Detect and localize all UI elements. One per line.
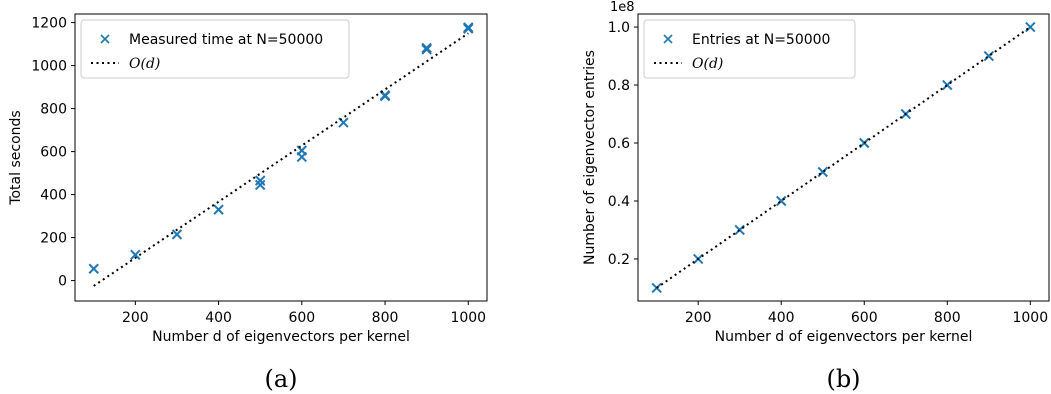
legend-label-part: (d) [140, 56, 160, 72]
data-point [171, 229, 183, 240]
data-point [254, 175, 266, 186]
x-axis-label: Number d of eigenvectors per kernel [715, 329, 973, 345]
data-point [776, 195, 787, 207]
marker-stroke [463, 22, 474, 33]
data-point [421, 44, 432, 55]
x-tick-label: 200 [685, 310, 712, 326]
y-tick-label: 800 [40, 102, 67, 118]
x-tick-label: 1000 [450, 310, 486, 326]
plot-frame [637, 13, 1050, 302]
data-point [213, 204, 224, 215]
plot-frame [74, 13, 488, 302]
series-1-line [656, 26, 1031, 289]
marker-stroke [983, 50, 995, 62]
y-tick-label: 0.8 [608, 78, 630, 94]
marker-stroke [379, 90, 391, 101]
y-tick-label: 1200 [31, 16, 67, 32]
y-tick-label: 200 [40, 231, 67, 247]
x-tick-label: 1000 [1012, 310, 1048, 326]
marker-stroke [338, 117, 349, 128]
y-tick-label: 0.6 [608, 136, 630, 152]
y-tick-label: 1000 [31, 59, 67, 75]
y-tick-label: 1.0 [608, 20, 630, 36]
legend-label: O(d) [692, 56, 723, 72]
data-point [421, 42, 432, 54]
marker-stroke [213, 204, 224, 215]
legend-box [643, 19, 856, 79]
y-tick-label: 400 [40, 188, 67, 204]
legend-marker-swatch [663, 34, 673, 44]
data-point [983, 50, 995, 62]
data-point [463, 22, 474, 33]
marker-stroke [130, 249, 141, 260]
x-tick-label: 400 [205, 310, 232, 326]
y-axis-label: Number of eigenvector entries [582, 50, 598, 265]
y-tick-label: 0.4 [608, 194, 630, 210]
panel-caption: (a) [264, 365, 297, 393]
legend-label: O(d) [129, 56, 160, 72]
marker-stroke [421, 44, 432, 55]
data-point [296, 145, 308, 156]
x-tick-label: 600 [288, 310, 315, 326]
marker-stroke [421, 42, 432, 54]
x-tick-label: 800 [372, 310, 399, 326]
x-tick-label: 200 [122, 310, 149, 326]
x-tick-label: 800 [934, 310, 961, 326]
legend-label: Entries at N=50000 [692, 32, 830, 48]
y-tick-label: 0.2 [608, 252, 630, 268]
legend-label-part: (d) [703, 56, 723, 72]
legend-box [80, 19, 350, 79]
data-point [88, 263, 99, 274]
chart-a: 200 400 600 800 1000 0 200 400 600 800 1000 1200 Num… [8, 13, 488, 393]
marker-stroke [254, 179, 266, 191]
marker-stroke [88, 263, 99, 274]
x-tick-label: 600 [851, 310, 878, 326]
x-tick-label: 400 [768, 310, 795, 326]
chart-b: 200 400 600 800 1000 0.2 0.4 0.6 0.8 1.0 1e8 Number… [582, 0, 1050, 393]
legend-label-part: O [692, 56, 704, 72]
y-offset-text: 1e8 [610, 0, 635, 15]
legend-label-part: O [129, 56, 141, 72]
panel-caption: (b) [826, 365, 860, 393]
y-axis-label: Total seconds [8, 110, 24, 205]
y-tick-label: 600 [40, 145, 67, 161]
legend: Entries at N=50000 O(d) [643, 19, 856, 79]
marker-stroke [776, 195, 787, 207]
legend: Measured time at N=50000 O(d) [80, 19, 350, 79]
data-point [254, 179, 266, 191]
y-tick-label: 0 [58, 274, 67, 290]
marker-stroke [171, 229, 183, 240]
marker-stroke [254, 175, 266, 186]
legend-marker-swatch [100, 34, 110, 44]
series-1-line [93, 32, 469, 287]
data-point [130, 249, 141, 260]
legend-label: Measured time at N=50000 [129, 32, 323, 48]
marker-stroke [296, 145, 308, 156]
x-axis-label: Number d of eigenvectors per kernel [152, 329, 410, 345]
